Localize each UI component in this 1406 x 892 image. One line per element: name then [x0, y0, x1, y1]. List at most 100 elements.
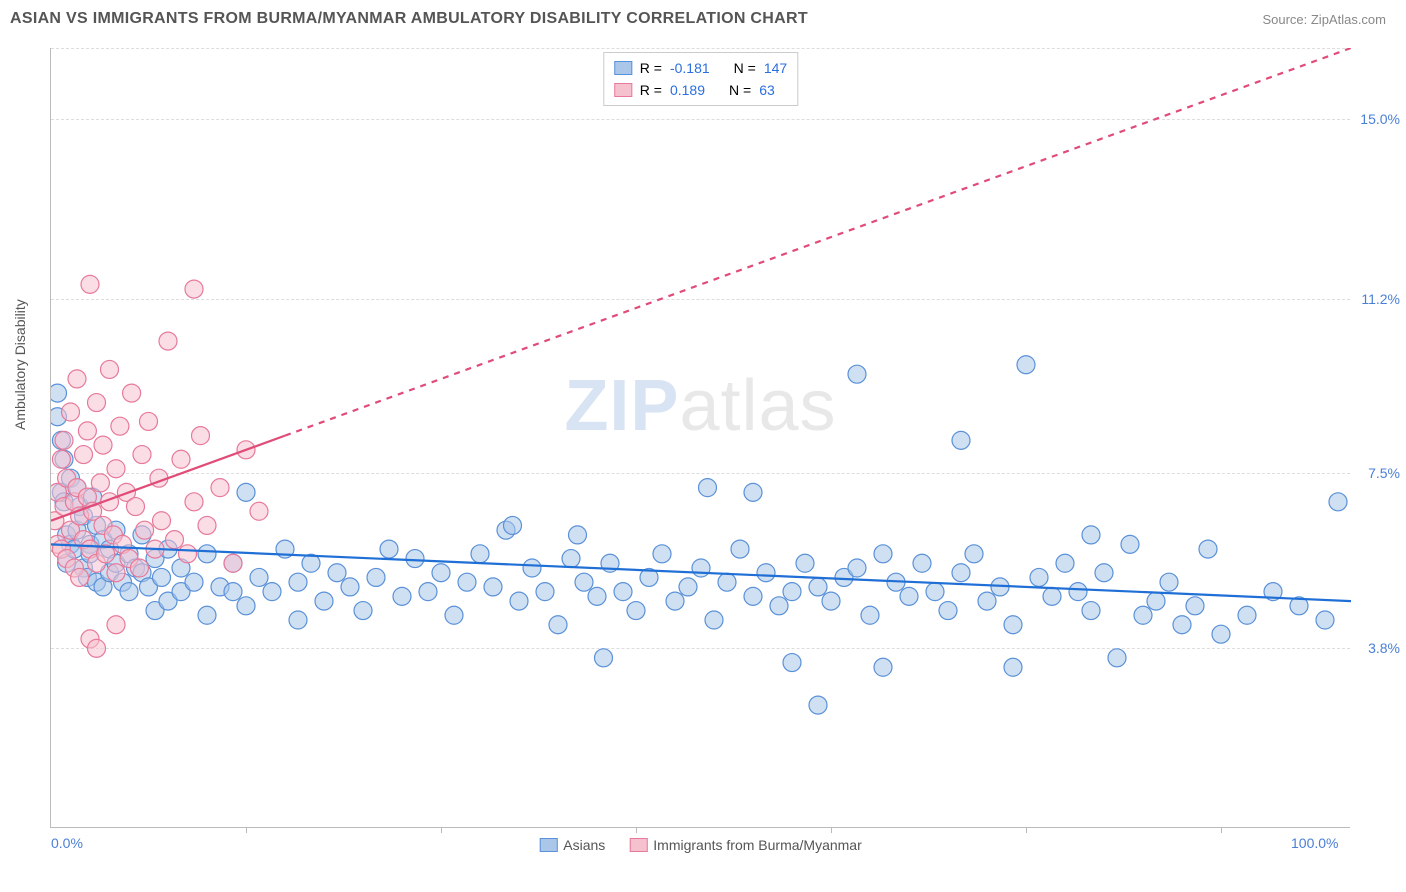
- y-tick-label: 7.5%: [1368, 465, 1400, 481]
- data-point: [289, 611, 307, 629]
- chart-header: ASIAN VS IMMIGRANTS FROM BURMA/MYANMAR A…: [0, 0, 1406, 34]
- trend-line: [51, 544, 1351, 601]
- data-point: [569, 526, 587, 544]
- data-point: [1212, 625, 1230, 643]
- data-point: [1043, 587, 1061, 605]
- data-point: [159, 332, 177, 350]
- r-value-asians: -0.181: [670, 57, 710, 79]
- data-point: [1316, 611, 1334, 629]
- data-point: [192, 427, 210, 445]
- data-point: [848, 365, 866, 383]
- data-point: [1004, 616, 1022, 634]
- data-point: [130, 559, 148, 577]
- data-point: [419, 583, 437, 601]
- r-value-immigrants: 0.189: [670, 79, 705, 101]
- data-point: [783, 583, 801, 601]
- data-point: [1082, 526, 1100, 544]
- data-point: [699, 479, 717, 497]
- x-tick-label: 0.0%: [51, 835, 83, 851]
- y-axis-label: Ambulatory Disability: [12, 299, 28, 430]
- data-point: [965, 545, 983, 563]
- data-point: [55, 431, 73, 449]
- chart-title: ASIAN VS IMMIGRANTS FROM BURMA/MYANMAR A…: [10, 10, 808, 28]
- data-point: [1095, 564, 1113, 582]
- data-point: [107, 616, 125, 634]
- data-point: [185, 573, 203, 591]
- data-point: [874, 545, 892, 563]
- y-tick-label: 3.8%: [1368, 640, 1400, 656]
- data-point: [380, 540, 398, 558]
- data-point: [861, 606, 879, 624]
- swatch-asians: [614, 61, 632, 75]
- legend-row-asians: R = -0.181 N = 147: [614, 57, 787, 79]
- plot-svg: [51, 48, 1351, 828]
- data-point: [75, 446, 93, 464]
- data-point: [770, 597, 788, 615]
- data-point: [140, 412, 158, 430]
- data-point: [120, 583, 138, 601]
- n-value-immigrants: 63: [759, 79, 775, 101]
- data-point: [536, 583, 554, 601]
- data-point: [224, 554, 242, 572]
- series-legend: Asians Immigrants from Burma/Myanmar: [539, 837, 862, 853]
- data-point: [166, 531, 184, 549]
- data-point: [185, 280, 203, 298]
- data-point: [1134, 606, 1152, 624]
- data-point: [198, 516, 216, 534]
- trend-line: [285, 48, 1351, 436]
- data-point: [289, 573, 307, 591]
- data-point: [107, 564, 125, 582]
- data-point: [1082, 602, 1100, 620]
- data-point: [237, 483, 255, 501]
- data-point: [198, 606, 216, 624]
- data-point: [1199, 540, 1217, 558]
- data-point: [744, 483, 762, 501]
- data-point: [71, 568, 89, 586]
- data-point: [705, 611, 723, 629]
- data-point: [445, 606, 463, 624]
- data-point: [978, 592, 996, 610]
- data-point: [1160, 573, 1178, 591]
- data-point: [81, 275, 99, 293]
- data-point: [692, 559, 710, 577]
- data-point: [848, 559, 866, 577]
- chart-source: Source: ZipAtlas.com: [1262, 12, 1386, 27]
- data-point: [62, 403, 80, 421]
- data-point: [1147, 592, 1165, 610]
- data-point: [94, 436, 112, 454]
- data-point: [354, 602, 372, 620]
- data-point: [796, 554, 814, 572]
- data-point: [783, 654, 801, 672]
- y-tick-label: 11.2%: [1361, 291, 1400, 307]
- legend-item-immigrants: Immigrants from Burma/Myanmar: [629, 837, 861, 853]
- data-point: [1030, 568, 1048, 586]
- data-point: [627, 602, 645, 620]
- data-point: [822, 592, 840, 610]
- data-point: [107, 460, 125, 478]
- n-label: N =: [729, 79, 751, 101]
- data-point: [432, 564, 450, 582]
- data-point: [1017, 356, 1035, 374]
- data-point: [504, 516, 522, 534]
- data-point: [1108, 649, 1126, 667]
- data-point: [718, 573, 736, 591]
- data-point: [88, 639, 106, 657]
- legend-label-asians: Asians: [563, 837, 605, 853]
- data-point: [153, 568, 171, 586]
- data-point: [666, 592, 684, 610]
- data-point: [341, 578, 359, 596]
- data-point: [1173, 616, 1191, 634]
- data-point: [51, 384, 67, 402]
- data-point: [88, 394, 106, 412]
- data-point: [484, 578, 502, 596]
- data-point: [874, 658, 892, 676]
- data-point: [757, 564, 775, 582]
- data-point: [315, 592, 333, 610]
- data-point: [68, 370, 86, 388]
- data-point: [510, 592, 528, 610]
- swatch-asians-icon: [539, 838, 557, 852]
- data-point: [111, 417, 129, 435]
- data-point: [744, 587, 762, 605]
- r-label: R =: [640, 79, 662, 101]
- data-point: [1004, 658, 1022, 676]
